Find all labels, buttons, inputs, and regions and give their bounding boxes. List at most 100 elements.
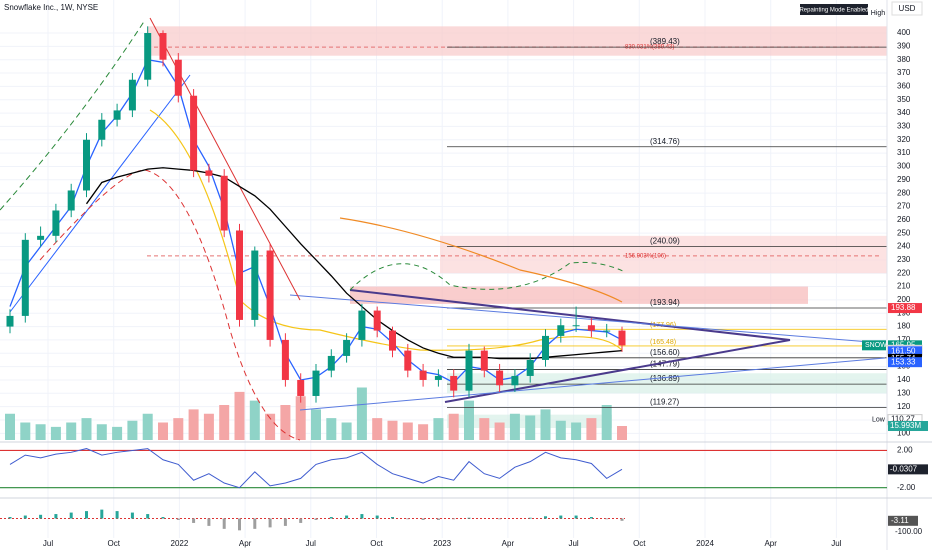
volume-bar — [280, 405, 291, 440]
histogram-bar — [39, 514, 43, 519]
candle-body — [205, 170, 213, 176]
volume-bar — [586, 418, 597, 440]
volume-bar — [555, 420, 566, 440]
histogram-bar — [329, 517, 333, 519]
y-tick-label: 340 — [897, 108, 911, 117]
histogram-bar — [620, 518, 624, 521]
candle-body — [6, 315, 14, 327]
x-tick-label: Oct — [107, 539, 120, 548]
volume-bar — [20, 422, 31, 440]
histogram-bar — [253, 518, 257, 529]
trendline — [9, 74, 191, 313]
volume-bar — [66, 422, 77, 440]
x-tick-label: 2024 — [696, 539, 714, 548]
volume-bar — [387, 420, 398, 440]
histogram-bar — [436, 518, 440, 520]
y-tick-label: 260 — [897, 215, 911, 224]
histogram-bar — [69, 512, 73, 519]
candle-body — [327, 355, 335, 371]
candle-body — [511, 375, 519, 386]
fib-label: (165.48) — [650, 339, 676, 346]
osc-tick-label: 2.00 — [897, 446, 913, 455]
candle-body — [128, 79, 136, 111]
candle-body — [526, 359, 534, 376]
histogram-bar — [268, 518, 272, 528]
candle-body — [312, 370, 320, 396]
volume-bar — [5, 413, 15, 440]
level-label: (314.76) — [650, 137, 680, 146]
high-label: High — [871, 10, 886, 17]
trendline — [289, 294, 871, 343]
level-label: (240.09) — [650, 237, 680, 246]
oscillator-line — [9, 448, 623, 489]
histogram-bar — [360, 514, 364, 519]
y-tick-label: 390 — [897, 41, 911, 50]
y-tick-label: 360 — [897, 82, 911, 91]
candle-body — [603, 330, 611, 332]
volume-bar — [540, 409, 551, 440]
candle-body — [557, 325, 565, 336]
level-label: (193.94) — [650, 298, 680, 307]
candle-body — [251, 250, 259, 320]
candle-body — [159, 33, 167, 60]
price-badge — [888, 303, 922, 314]
trendline — [349, 289, 791, 341]
volume-bar — [448, 413, 459, 440]
x-tick-label: Apr — [239, 539, 252, 548]
x-tick-label: Oct — [370, 539, 383, 548]
histogram-bar — [238, 518, 241, 531]
oscillator-pane: 2.00 -2.00 -0.0307 — [0, 441, 932, 492]
price-badge-label: 161.50 — [891, 346, 916, 355]
x-tick-label: 2022 — [171, 539, 189, 548]
series-line — [85, 167, 623, 360]
y-tick-label: 270 — [897, 202, 911, 211]
candle-body — [373, 310, 381, 331]
y-tick-label: 380 — [897, 55, 911, 64]
trendline — [299, 357, 886, 411]
volume-bar — [265, 413, 276, 440]
candle-body — [220, 175, 228, 231]
histogram-bar — [391, 517, 394, 519]
histogram-bar — [115, 511, 119, 519]
price-badge-label: 193.88 — [891, 303, 916, 312]
y-tick-label: 220 — [897, 268, 911, 277]
histogram-bar — [161, 517, 165, 519]
histogram-bar — [406, 518, 410, 520]
volume-bar — [372, 418, 383, 440]
symbol-label: SNOW — [865, 342, 887, 349]
volume-bar — [464, 400, 474, 440]
zones — [147, 26, 887, 428]
y-tick-label: 100 — [897, 428, 911, 437]
histogram-bar — [23, 515, 27, 519]
volume-bar — [203, 413, 214, 440]
volume-bar — [418, 424, 429, 440]
candle-body — [83, 139, 90, 191]
histogram-bar — [375, 515, 379, 519]
volume-bar — [142, 413, 153, 440]
volume-bar — [127, 420, 138, 440]
volume-badge-label: 15.993M — [890, 421, 921, 430]
candle-body — [496, 370, 504, 386]
volume-bar — [402, 422, 413, 440]
y-tick-label: 310 — [897, 148, 911, 157]
volume-bar — [433, 418, 444, 440]
zone-note: 830.031%(389.43) — [625, 45, 674, 51]
candle-body — [52, 210, 60, 236]
y-tick-label: 120 — [897, 402, 911, 411]
price-badge-label: 153.33 — [891, 357, 916, 366]
x-tick-label: Jul — [831, 539, 841, 548]
histogram-bar — [574, 515, 578, 519]
envelope — [39, 169, 301, 441]
level-label: (119.27) — [650, 398, 680, 407]
volume-bar — [617, 426, 627, 440]
volume-bar — [571, 422, 582, 440]
volume-bar — [326, 418, 337, 440]
histogram-bar — [605, 518, 609, 520]
candle-body — [587, 325, 595, 331]
level-label: (156.60) — [650, 348, 680, 357]
histogram-bar — [222, 518, 226, 529]
moving-average — [339, 217, 623, 303]
mode-box — [800, 4, 868, 15]
histogram-bar — [467, 517, 471, 519]
